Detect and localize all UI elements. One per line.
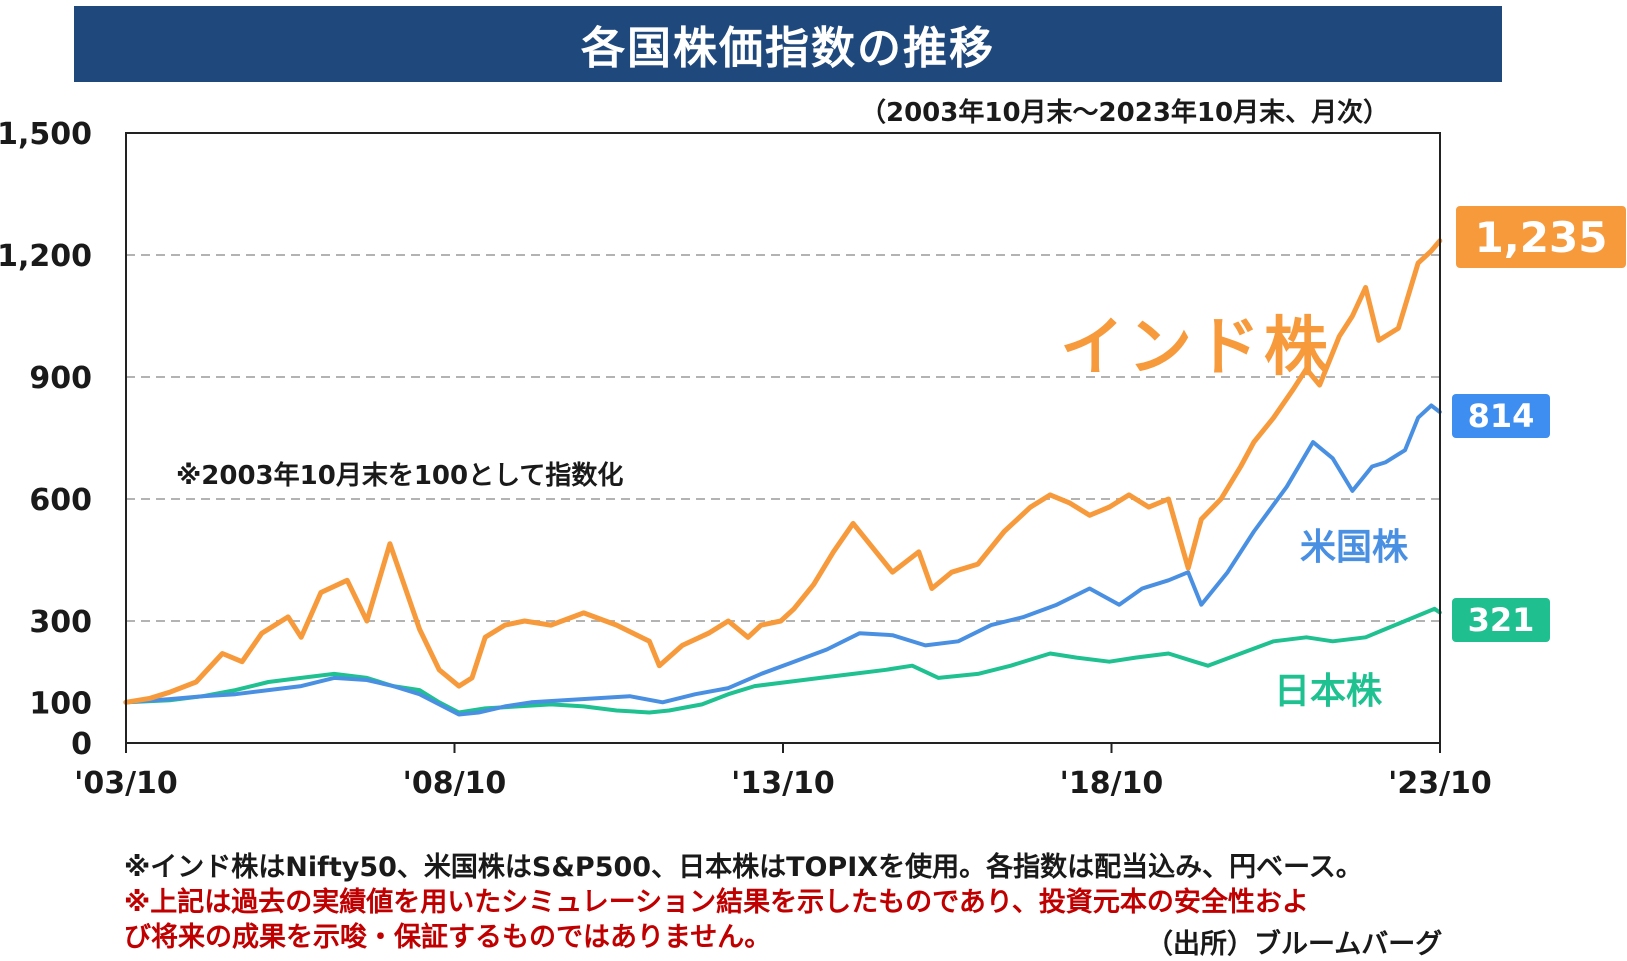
chart-title: 各国株価指数の推移 [74, 6, 1502, 82]
x-tick-label: '23/10 [1388, 766, 1492, 801]
footer-note-indices: ※インド株はNifty50、米国株はS&P500、日本株はTOPIXを使用。各指… [124, 852, 1363, 883]
series-line-japan [123, 606, 1442, 715]
x-axis-ticks: '03/10 '08/10 '13/10 '18/10 '23/10 [74, 743, 1492, 801]
y-tick-label: 600 [29, 483, 92, 518]
y-tick-label: 300 [29, 605, 92, 640]
x-tick-label: '18/10 [1060, 766, 1164, 801]
footer-disclaimer-line1: ※上記は過去の実績値を用いたシミュレーション結果を示したものであり、投資元本の安… [124, 887, 1309, 918]
x-tick-label: '03/10 [74, 766, 178, 801]
series-lines [123, 238, 1443, 717]
y-axis-ticks: 0 100 300 600 900 1,200 1,500 [0, 117, 92, 762]
x-tick-label: '13/10 [731, 766, 835, 801]
end-value-badge-india: 1,235 [1456, 206, 1626, 268]
series-label-india: インド株 [1060, 311, 1332, 385]
series-line-us [123, 403, 1442, 717]
y-tick-label: 0 [71, 727, 92, 762]
source-note: （出所）ブルームバーグ [1146, 929, 1443, 960]
end-value-badge-japan: 321 [1452, 598, 1550, 642]
series-line-india [123, 238, 1443, 705]
end-value-badge-us: 814 [1452, 394, 1550, 438]
y-tick-label: 1,200 [0, 239, 92, 274]
series-label-us: 米国株 [1300, 527, 1409, 568]
chart-subtitle: （2003年10月末～2023年10月末、月次） [860, 98, 1390, 128]
x-tick-label: '08/10 [403, 766, 507, 801]
index-note: ※2003年10月末を100として指数化 [176, 461, 624, 491]
series-label-japan: 日本株 [1274, 671, 1383, 712]
y-tick-label: 900 [29, 361, 92, 396]
y-tick-label: 100 [29, 686, 92, 721]
footer-disclaimer-line2: び将来の成果を示唆・保証するものではありません。 [124, 922, 772, 953]
y-tick-label: 1,500 [0, 117, 92, 152]
